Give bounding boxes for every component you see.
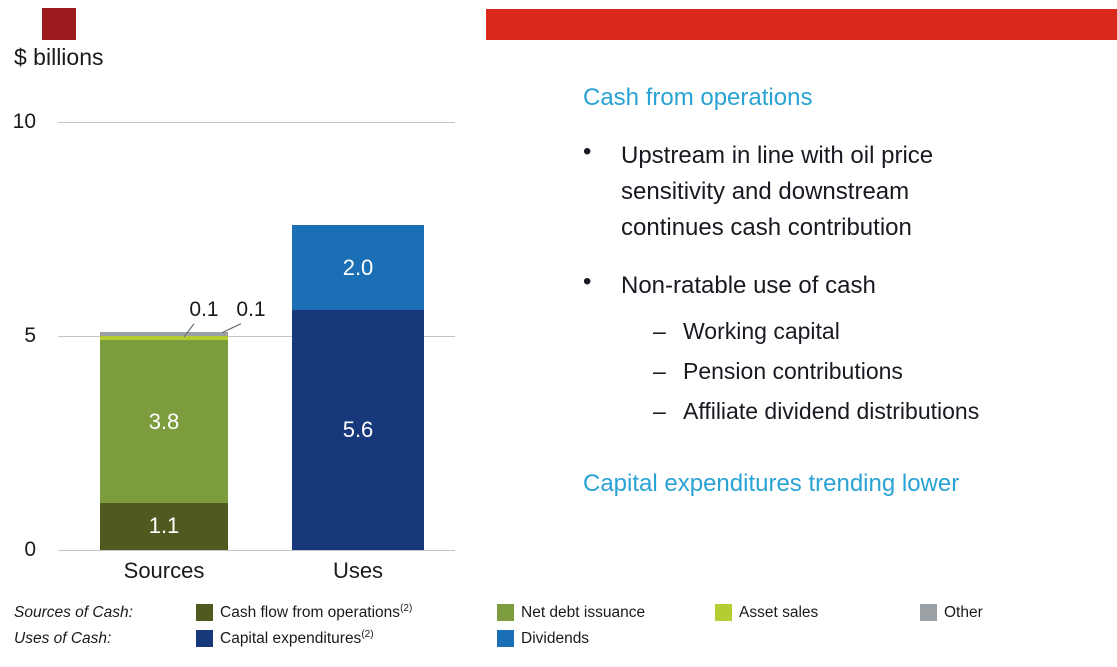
- legend-row-title: Uses of Cash:: [14, 630, 112, 647]
- legend-label-text: Net debt issuance: [521, 604, 646, 622]
- bullet-text: Upstream in line with oil price sensitiv…: [621, 142, 934, 241]
- bar-segment-capital-expenditures: [292, 310, 424, 550]
- bullet-text: Non-ratable use of cash: [621, 272, 876, 299]
- stacked-bar-chart: $ billions 0 5 10 1.1 3.8 0.1 0.1 Sources 5.6 2.0…: [0, 0, 470, 600]
- y-tick-label: 0: [24, 538, 36, 561]
- right-panel: Cash from operations • Upstream in line …: [583, 0, 1108, 600]
- bullet-marker: •: [583, 138, 592, 165]
- footnote-marker: (2): [400, 603, 413, 614]
- chart-axis-title: $ billions: [14, 44, 104, 70]
- footnote-marker: (2): [361, 629, 374, 640]
- legend-label: Capital expenditures(2): [220, 629, 374, 648]
- section-heading-cash-from-operations: Cash from operations: [583, 84, 813, 111]
- legend-label-text: Capital expenditures: [220, 630, 362, 648]
- legend-label: Net debt issuance: [521, 603, 645, 622]
- legend-item: Net debt issuance: [497, 603, 645, 622]
- sub-item-pension-contributions: – Pension contributions: [653, 358, 903, 385]
- legend-item: Other: [920, 603, 983, 622]
- category-label-uses: Uses: [332, 558, 384, 583]
- bar-segment-other: [100, 331, 228, 336]
- legend-swatch-asset-sales: [715, 604, 732, 622]
- sub-item-text: Pension contributions: [683, 358, 903, 384]
- legend-label: Cash flow from operations(2): [220, 603, 412, 622]
- segment-value-label: 5.6: [342, 417, 374, 443]
- legend-swatch-net-debt-issuance: [497, 604, 514, 622]
- bar-segment-asset-sales: [100, 336, 228, 341]
- legend-swatch-capital-expenditures: [196, 630, 213, 648]
- legend-item: Asset sales: [715, 603, 818, 622]
- segment-value-label: 2.0: [342, 254, 374, 280]
- segment-value-label: 1.1: [148, 513, 180, 539]
- gridline: [58, 121, 455, 123]
- gridline: [58, 549, 455, 551]
- legend-label: Other: [944, 603, 983, 622]
- callout-value-label: 0.1: [189, 297, 219, 321]
- legend-row-sources: Sources of Cash: Cash flow from operatio…: [0, 603, 1117, 623]
- legend-item: Capital expenditures(2): [196, 629, 374, 648]
- section-heading-capex: Capital expenditures trending lower: [583, 470, 960, 497]
- y-tick-label: 5: [24, 324, 36, 347]
- bar-segment-net-debt-issuance: [100, 340, 228, 503]
- dash-marker: –: [653, 318, 666, 344]
- bullet-marker: •: [583, 268, 592, 295]
- legend-swatch-cash-flow-from-operations: [196, 604, 213, 622]
- segment-value-label: 3.8: [148, 408, 180, 434]
- sub-item-text: Working capital: [683, 318, 840, 344]
- sub-item-text: Affiliate dividend distributions: [683, 398, 980, 424]
- legend-row-title: Sources of Cash:: [14, 604, 133, 621]
- bar-segment-dividends: [292, 224, 424, 311]
- dash-marker: –: [653, 398, 666, 424]
- legend-item: Cash flow from operations(2): [196, 603, 412, 622]
- legend-label-text: Other: [944, 604, 983, 622]
- gridline: [58, 335, 455, 337]
- legend-label: Asset sales: [739, 603, 818, 622]
- legend-label: Dividends: [521, 629, 589, 648]
- dash-marker: –: [653, 358, 666, 384]
- legend-row-uses: Uses of Cash: Capital expenditures(2) Di…: [0, 629, 1117, 649]
- sub-item-affiliate-dividends: – Affiliate dividend distributions: [653, 398, 979, 425]
- legend-swatch-other: [920, 604, 937, 622]
- legend-label-text: Dividends: [521, 630, 590, 648]
- sub-item-working-capital: – Working capital: [653, 318, 840, 345]
- bullet-item-non-ratable: • Non-ratable use of cash: [583, 268, 1013, 304]
- bullet-item-upstream: • Upstream in line with oil price sensit…: [583, 138, 1013, 246]
- legend-label-text: Cash flow from operations: [220, 604, 401, 622]
- y-tick-label: 10: [12, 110, 36, 133]
- top-red-banner: [486, 9, 1117, 40]
- category-label-sources: Sources: [123, 558, 205, 583]
- legend-swatch-dividends: [497, 630, 514, 648]
- callout-value-label: 0.1: [236, 297, 266, 321]
- top-left-red-square: [42, 8, 76, 40]
- legend-item: Dividends: [497, 629, 589, 648]
- legend-label-text: Asset sales: [739, 604, 819, 622]
- bar-segment-cash-flow-from-operations: [100, 502, 228, 550]
